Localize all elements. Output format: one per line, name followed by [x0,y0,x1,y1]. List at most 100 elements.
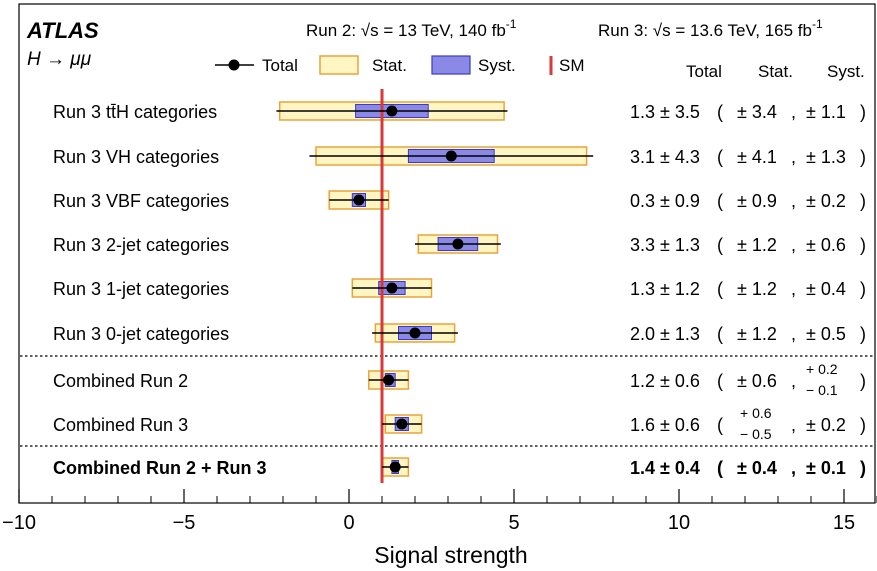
category-label: Run 3 tt̄H categories [53,102,217,122]
open-paren: ( [717,415,723,435]
comma: , [791,458,796,478]
category-label: Combined Run 2 + Run 3 [53,458,267,478]
close-paren: ) [860,102,866,122]
stat-value: ± 4.1 [737,147,777,167]
legend-total-label: Total [262,56,298,75]
close-paren: ) [860,458,866,478]
total-value: 1.4 ± 0.4 [630,458,700,478]
close-paren: ) [860,235,866,255]
open-paren: ( [717,102,723,122]
col-header-stat: Stat. [758,62,793,81]
total-value: 1.2 ± 0.6 [630,371,700,391]
run2-info-sup: -1 [506,17,517,31]
central-value-marker [445,150,457,162]
comma: , [791,279,796,299]
run3-info: Run 3: √s = 13.6 TeV, 165 fb-1 [598,17,823,40]
central-value-marker [389,461,401,473]
x-tick-label: 15 [833,512,855,534]
process-label: H → μμ [27,49,92,70]
stat-value-up: + 0.6 [740,405,772,421]
legend-total-marker [228,59,240,71]
central-value-marker [452,238,464,250]
syst-value: ± 1.1 [806,102,846,122]
stat-value: ± 1.2 [737,279,777,299]
legend-syst-label: Syst. [478,56,516,75]
close-paren: ) [860,371,866,391]
close-paren: ) [860,147,866,167]
category-label: Run 3 VH categories [53,147,219,167]
stat-value: ± 1.2 [737,324,777,344]
comma: , [791,324,796,344]
category-label: Run 3 1-jet categories [53,279,229,299]
run2-info-main: Run 2: √s = 13 TeV, 140 fb [306,21,506,40]
central-value-marker [396,418,408,430]
legend-syst-swatch [431,55,471,75]
close-paren: ) [860,324,866,344]
open-paren: ( [717,191,723,211]
x-tick-label: −10 [2,512,36,534]
open-paren: ( [717,371,723,391]
open-paren: ( [717,324,723,344]
close-paren: ) [860,191,866,211]
total-value: 1.6 ± 0.6 [630,415,700,435]
plot-frame [18,3,876,504]
comma: , [791,102,796,122]
comma: , [791,415,796,435]
central-value-marker [353,194,365,206]
category-labels: Run 3 tt̄H categories Run 3 VH categories… [53,102,267,478]
run2-info: Run 2: √s = 13 TeV, 140 fb-1 [306,17,517,40]
value-columns: 1.3 ± 3.5 () ± 3.4, ± 1.1 3.1 ± 4.3 () ± 4.1, ±… [630,102,866,478]
category-label: Run 3 2-jet categories [53,235,229,255]
total-value: 1.3 ± 1.2 [630,279,700,299]
stat-value: ± 1.2 [737,235,777,255]
stat-value: ± 0.4 [737,458,777,478]
x-tick-label: 5 [508,512,519,534]
central-values [276,105,594,473]
category-label: Combined Run 3 [53,415,188,435]
syst-value: ± 0.4 [806,279,846,299]
open-paren: ( [717,235,723,255]
category-label: Run 3 0-jet categories [53,324,229,344]
x-tick-label: −5 [173,512,196,534]
x-axis: −10 −5 0 5 10 15 [2,489,877,534]
atlas-label: ATLAS [26,18,99,43]
close-paren: ) [860,415,866,435]
stat-value: ± 3.4 [737,102,777,122]
syst-value-up: + 0.2 [806,361,838,377]
open-paren: ( [717,458,723,478]
comma: , [791,371,796,391]
total-value: 2.0 ± 1.3 [630,324,700,344]
x-axis-label: Signal strength [374,542,527,568]
central-value-marker [386,282,398,294]
total-value: 1.3 ± 3.5 [630,102,700,122]
central-value-marker [383,374,395,386]
legend: Total Stat. Syst. SM [215,55,585,75]
legend-stat-swatch [319,55,359,75]
open-paren: ( [717,147,723,167]
comma: , [791,147,796,167]
plot-marks [278,101,588,477]
total-value: 3.3 ± 1.3 [630,235,700,255]
stat-value-down: − 0.5 [740,426,772,442]
close-paren: ) [860,279,866,299]
category-label: Run 3 VBF categories [53,191,229,211]
central-value-marker [409,327,421,339]
syst-value: ± 0.1 [806,458,846,478]
total-value: 3.1 ± 4.3 [630,147,700,167]
col-header-syst: Syst. [827,62,865,81]
syst-value: ± 0.5 [806,324,846,344]
run3-info-main: Run 3: √s = 13.6 TeV, 165 fb [598,21,812,40]
open-paren: ( [717,279,723,299]
x-tick-label: 0 [343,512,354,534]
syst-value: ± 0.2 [806,415,846,435]
central-value-marker [386,105,398,117]
syst-value-down: − 0.1 [806,382,838,398]
total-value: 0.3 ± 0.9 [630,191,700,211]
syst-value: ± 0.2 [806,191,846,211]
syst-value: ± 1.3 [806,147,846,167]
legend-stat-label: Stat. [372,56,407,75]
syst-value: ± 0.6 [806,235,846,255]
comma: , [791,191,796,211]
comma: , [791,235,796,255]
